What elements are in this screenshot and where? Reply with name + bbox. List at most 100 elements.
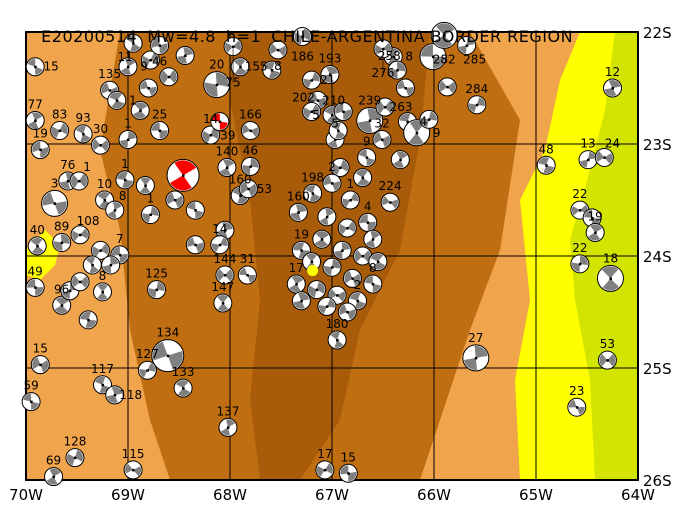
focal-mechanism[interactable] <box>380 192 400 212</box>
focal-mechanism[interactable] <box>82 255 102 275</box>
focal-mechanism[interactable] <box>41 189 69 217</box>
focal-mechanism[interactable] <box>30 140 50 160</box>
focal-mechanism[interactable] <box>303 183 323 203</box>
focal-mechanism[interactable] <box>585 222 605 242</box>
focal-mechanism[interactable] <box>105 200 125 220</box>
focal-mechanism[interactable] <box>340 190 360 210</box>
focal-mechanism[interactable] <box>52 233 72 253</box>
focal-mechanism[interactable] <box>90 135 110 155</box>
focal-mechanism[interactable] <box>570 254 590 274</box>
focal-mechanism[interactable] <box>337 218 357 238</box>
focal-mechanism[interactable] <box>203 71 231 99</box>
focal-mechanism[interactable] <box>333 102 353 122</box>
focal-mechanism[interactable] <box>78 310 98 330</box>
focal-mechanism[interactable] <box>105 385 125 405</box>
focal-mechanism[interactable] <box>217 158 237 178</box>
focal-mechanism[interactable] <box>328 121 348 141</box>
focal-mechanism[interactable] <box>419 109 439 129</box>
focal-mechanism[interactable] <box>390 150 410 170</box>
focal-mechanism[interactable] <box>437 77 457 97</box>
focal-mechanism[interactable] <box>353 246 373 266</box>
focal-mechanism[interactable] <box>70 225 90 245</box>
focal-mechanism[interactable] <box>363 229 383 249</box>
focal-mechanism[interactable] <box>353 168 373 188</box>
focal-mechanism[interactable] <box>185 235 205 255</box>
focal-mechanism[interactable] <box>342 268 362 288</box>
focal-mechanism[interactable] <box>372 130 392 150</box>
focal-mechanism[interactable] <box>578 150 598 170</box>
focal-mechanism[interactable] <box>268 40 288 60</box>
focal-mechanism[interactable] <box>322 257 342 277</box>
focal-mechanism[interactable] <box>582 208 602 228</box>
focal-mechanism[interactable] <box>115 170 135 190</box>
focal-mechanism[interactable] <box>50 121 70 141</box>
focal-mechanism[interactable] <box>21 392 41 412</box>
focal-mechanism[interactable] <box>25 57 45 77</box>
focal-mechanism[interactable] <box>288 202 308 222</box>
focal-mechanism[interactable] <box>307 280 327 300</box>
focal-mechanism[interactable] <box>337 302 357 322</box>
focal-mechanism[interactable] <box>317 296 337 316</box>
focal-mechanism[interactable] <box>130 100 150 120</box>
focal-mechanism[interactable] <box>395 78 415 98</box>
focal-mechanism[interactable] <box>240 156 260 176</box>
focal-mechanism[interactable] <box>65 448 85 468</box>
focal-mechanism[interactable] <box>137 360 157 380</box>
focal-mechanism[interactable] <box>457 35 477 55</box>
focal-mechanism[interactable] <box>363 274 383 294</box>
focal-mechanism[interactable] <box>322 173 342 193</box>
focal-mechanism[interactable] <box>596 264 624 292</box>
focal-mechanism[interactable] <box>159 67 179 87</box>
focal-mechanism[interactable] <box>368 252 388 272</box>
focal-mechanism[interactable] <box>123 33 143 53</box>
focal-mechanism[interactable] <box>90 240 110 260</box>
focal-mechanism[interactable] <box>594 147 614 167</box>
focal-mechanism[interactable] <box>123 460 143 480</box>
focal-mechanism[interactable] <box>567 397 587 417</box>
focal-mechanism[interactable] <box>70 272 90 292</box>
focal-mechanism[interactable] <box>30 355 50 375</box>
focal-mechanism[interactable] <box>73 124 93 144</box>
focal-mechanism[interactable] <box>327 330 347 350</box>
focal-mechanism[interactable] <box>387 60 407 80</box>
focal-mechanism[interactable] <box>262 60 282 80</box>
focal-mechanism[interactable] <box>150 35 170 55</box>
focal-mechanism[interactable] <box>292 26 312 46</box>
focal-mechanism[interactable] <box>101 255 121 275</box>
focal-mechanism[interactable] <box>118 130 138 150</box>
focal-mechanism[interactable] <box>430 21 458 49</box>
focal-mechanism[interactable] <box>302 70 322 90</box>
focal-mechanism[interactable] <box>107 90 127 110</box>
focal-mechanism[interactable] <box>467 95 487 115</box>
focal-mechanism[interactable] <box>93 282 112 302</box>
focal-mechanism[interactable] <box>330 158 350 178</box>
focal-mechanism[interactable] <box>462 344 490 372</box>
focal-mechanism[interactable] <box>166 158 200 192</box>
focal-mechanism[interactable] <box>419 43 447 71</box>
focal-mechanism[interactable] <box>135 175 155 195</box>
focal-mechanism[interactable] <box>291 291 311 311</box>
focal-mechanism[interactable] <box>338 463 358 483</box>
focal-mechanism[interactable] <box>240 121 260 141</box>
focal-mechanism[interactable] <box>138 78 158 98</box>
focal-mechanism[interactable] <box>302 102 322 122</box>
focal-mechanism[interactable] <box>201 125 221 145</box>
focal-mechanism[interactable] <box>52 295 72 315</box>
focal-mechanism[interactable] <box>69 171 89 191</box>
focal-mechanism[interactable] <box>332 240 352 260</box>
focal-mechanism[interactable] <box>150 121 170 141</box>
focal-mechanism[interactable] <box>536 155 556 175</box>
focal-mechanism[interactable] <box>375 97 395 117</box>
focal-mechanism[interactable] <box>185 200 205 220</box>
focal-mechanism[interactable] <box>286 274 306 294</box>
focal-mechanism[interactable] <box>218 417 238 437</box>
focal-mechanism[interactable] <box>151 339 185 373</box>
focal-mechanism[interactable] <box>140 50 160 70</box>
focal-mechanism[interactable] <box>210 235 230 255</box>
focal-mechanism[interactable] <box>312 229 332 249</box>
focal-mechanism[interactable] <box>93 375 112 395</box>
focal-mechanism[interactable] <box>27 236 47 256</box>
focal-mechanism[interactable] <box>165 190 185 210</box>
focal-mechanism[interactable] <box>315 460 335 480</box>
focal-mechanism[interactable] <box>147 280 167 300</box>
